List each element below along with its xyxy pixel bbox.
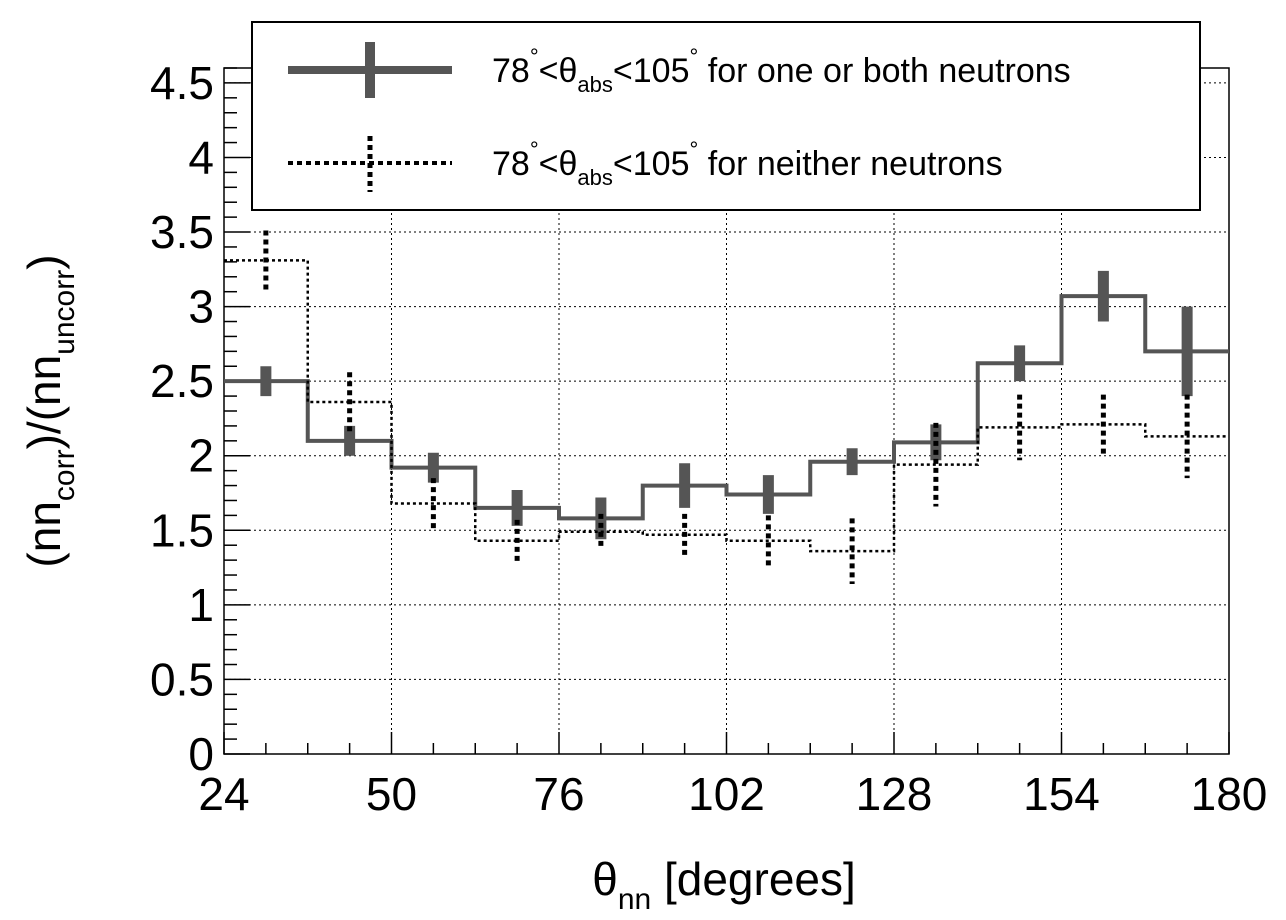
legend: 78°<θabs<105° for one or both neutrons 7… <box>251 21 1201 211</box>
y-tick-label: 1.5 <box>150 504 214 556</box>
x-tick-label: 154 <box>1023 768 1100 820</box>
legend-entry-dotted: 78°<θabs<105° for neither neutrons <box>288 136 1003 192</box>
x-tick-label: 76 <box>533 768 584 820</box>
legend-box <box>251 21 1201 211</box>
y-tick-label: 3.5 <box>150 206 214 258</box>
y-tick-label: 4.5 <box>150 57 214 109</box>
y-axis-title: (nncorr)/(nnuncorr) <box>18 254 81 567</box>
y-tick-label: 2.5 <box>150 355 214 407</box>
series-dotted <box>224 230 1229 584</box>
y-tick-label: 0.5 <box>150 653 214 705</box>
tick-labels: 24 50 76 102 128 154 180 0 0.5 1 1.5 2 2.5 3 3.5 4 4.5 <box>150 57 1267 820</box>
x-tick-label: 24 <box>198 768 249 820</box>
tick-marks <box>223 67 1230 755</box>
series-solid <box>224 270 1229 540</box>
y-tick-label: 4 <box>188 131 214 183</box>
x-tick-label: 180 <box>1191 768 1268 820</box>
series <box>224 230 1229 584</box>
x-axis-title: θnn [degrees] <box>592 853 856 916</box>
y-tick-label: 0 <box>188 728 214 780</box>
legend-label-solid: 78°<θabs<105° for one or both neutrons <box>492 44 1071 97</box>
y-tick-label: 1 <box>188 579 214 631</box>
x-tick-label: 128 <box>856 768 933 820</box>
legend-entry-solid: 78°<θabs<105° for one or both neutrons <box>288 42 1071 98</box>
y-tick-label: 3 <box>188 281 214 333</box>
grid <box>224 68 1229 754</box>
y-tick-label: 2 <box>188 430 214 482</box>
x-tick-label: 50 <box>366 768 417 820</box>
step-line <box>224 294 1229 521</box>
legend-label-dotted: 78°<θabs<105° for neither neutrons <box>492 137 1003 190</box>
x-tick-label: 102 <box>688 768 765 820</box>
